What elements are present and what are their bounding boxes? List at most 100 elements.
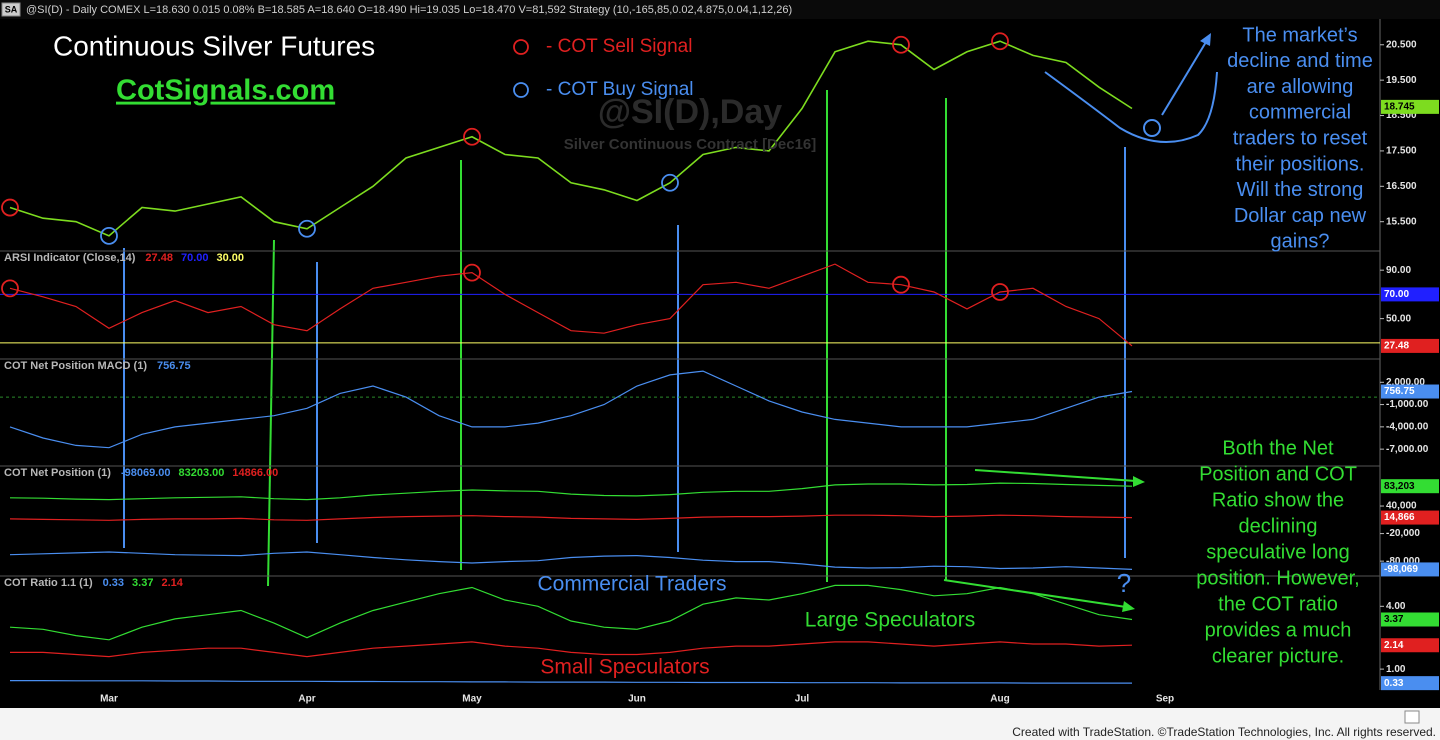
header-value: 27.48 <box>145 252 173 264</box>
chart-title: Continuous Silver Futures <box>53 30 375 61</box>
commentary: The market’s <box>1242 24 1357 46</box>
header-value: 30.00 <box>216 252 244 264</box>
header-value: 3.37 <box>132 577 153 589</box>
arrow <box>1161 41 1207 116</box>
signal-marker <box>463 263 481 282</box>
series-name: Commercial Traders <box>537 573 726 596</box>
header-value: 756.75 <box>157 360 191 372</box>
toolbar <box>0 0 1440 19</box>
last-value-box-label: 14,866 <box>1384 512 1415 523</box>
y-tick-label: 4.00 <box>1386 601 1406 612</box>
commentary: speculative long <box>1206 541 1349 563</box>
symbol-box-label: SA <box>5 4 18 14</box>
commentary: commercial <box>1249 102 1351 124</box>
signal-marker <box>661 173 679 192</box>
series-line <box>10 641 1133 658</box>
last-value-box <box>1381 612 1439 627</box>
y-tick-label: 16.500 <box>1386 181 1417 192</box>
y-tick-label: 90.00 <box>1386 265 1411 276</box>
legend-marker <box>513 39 529 55</box>
watermark: @SI(D),Day <box>598 93 782 131</box>
y-tick-label: 50.00 <box>1386 313 1411 324</box>
y-tick-label: -1,000.00 <box>1386 399 1429 410</box>
last-value-box <box>1381 384 1439 399</box>
x-tick-label: Sep <box>1156 694 1174 705</box>
y-tick-label: 2,000.00 <box>1386 377 1425 388</box>
y-tick-label: 18.500 <box>1386 110 1417 121</box>
chart-subtitle: CotSignals.com <box>116 75 335 107</box>
commentary: clearer picture. <box>1212 645 1344 667</box>
legend-marker <box>513 82 529 98</box>
level-box <box>1381 287 1439 302</box>
footer-text: Created with TradeStation. ©TradeStation… <box>1012 725 1436 739</box>
x-tick-label: May <box>462 694 482 705</box>
last-value-box-label: 2.14 <box>1384 640 1404 651</box>
header-value: 2.14 <box>161 577 183 589</box>
signal-marker <box>100 226 118 245</box>
arrow <box>943 579 1127 608</box>
signal-marker <box>991 32 1009 51</box>
arrow-head <box>1133 476 1145 487</box>
series-line <box>9 551 1133 570</box>
commentary: the COT ratio <box>1218 593 1338 615</box>
commentary: Ratio show the <box>1212 489 1344 511</box>
commentary: decline and time <box>1227 50 1373 72</box>
signal-marker <box>892 35 910 54</box>
watermark: Silver Continuous Contract [Dec16] <box>564 136 817 153</box>
header-value: 83203.00 <box>179 467 225 479</box>
commentary: position. However, <box>1196 567 1359 589</box>
y-tick-label: -80,000 <box>1386 556 1420 567</box>
panel-title: COT Net Position MACD (1) <box>4 360 147 372</box>
last-value-box-label: 83,203 <box>1384 481 1415 492</box>
price-line <box>9 40 1133 237</box>
last-value-box-label: 27.48 <box>1384 341 1409 352</box>
signal-marker <box>463 127 481 146</box>
scroll-button[interactable] <box>1404 710 1420 724</box>
y-tick-label: -7,000.00 <box>1386 444 1429 455</box>
header-value: -98069.00 <box>121 467 171 479</box>
last-value-box-label: -98,069 <box>1384 564 1418 575</box>
series-line <box>9 370 1133 449</box>
commentary: Will the strong <box>1237 179 1364 201</box>
last-value-box-label: 3.37 <box>1384 614 1404 625</box>
footer-bar <box>0 708 1440 740</box>
last-value-box <box>1381 638 1439 653</box>
series-name: Small Speculators <box>540 656 709 679</box>
symbol-box[interactable] <box>1 2 21 17</box>
level-box-label: 70.00 <box>1384 289 1409 300</box>
y-tick-label: 1.00 <box>1386 664 1406 675</box>
arrow-head <box>1200 33 1211 46</box>
last-value-box-label: 756.75 <box>1384 386 1415 397</box>
signal-marker <box>892 275 910 294</box>
series-line <box>10 679 1132 684</box>
commentary: their positions. <box>1236 153 1365 175</box>
y-tick-label: -20,000 <box>1386 528 1420 539</box>
last-value-box <box>1381 676 1439 691</box>
forecast-curve <box>1044 71 1218 144</box>
legend-label: - COT Sell Signal <box>546 36 692 57</box>
series-line <box>9 584 1133 641</box>
x-tick-label: Jun <box>628 694 646 705</box>
y-tick-label: 20.500 <box>1386 39 1417 50</box>
header-value: 0.33 <box>103 577 124 589</box>
question-mark: ? <box>1117 568 1131 598</box>
arrow-head <box>1122 601 1135 612</box>
series-name: Large Speculators <box>805 609 975 632</box>
y-tick-label: 19.500 <box>1386 75 1417 86</box>
x-tick-label: Aug <box>990 694 1009 705</box>
last-value-box <box>1381 99 1439 114</box>
commentary: Position and COT <box>1199 463 1357 485</box>
signal-marker <box>298 219 316 238</box>
quote-line: @SI(D) - Daily COMEX L=18.630 0.015 0.08… <box>26 4 792 16</box>
signal-line <box>267 239 275 587</box>
commentary: declining <box>1239 515 1318 537</box>
commentary: Dollar cap new <box>1234 205 1367 227</box>
header-value: 14866.00 <box>232 467 278 479</box>
panel-title: COT Ratio 1.1 (1) <box>4 577 93 589</box>
series-line <box>9 263 1133 347</box>
panel-title: ARSI Indicator (Close,14) <box>4 252 136 264</box>
x-tick-label: Jul <box>795 694 810 705</box>
